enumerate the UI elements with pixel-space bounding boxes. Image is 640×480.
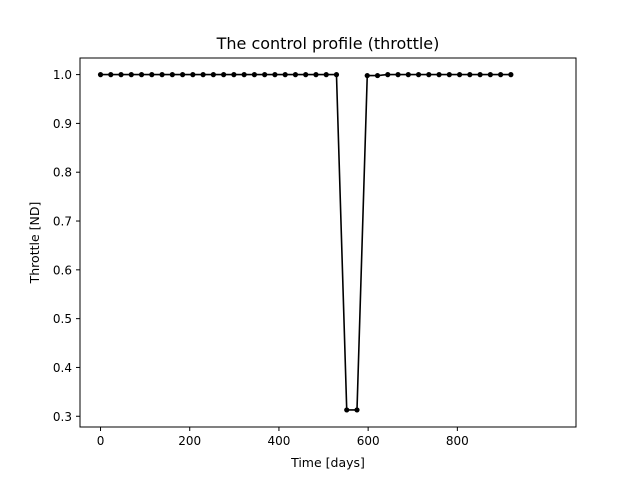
data-point (179, 72, 186, 78)
data-point (303, 72, 309, 78)
data-point (159, 72, 165, 78)
data-point (231, 72, 237, 78)
series-line (100, 73, 511, 411)
data-point (149, 72, 155, 78)
data-point (169, 72, 175, 78)
data-point (385, 72, 391, 78)
data-point (426, 72, 432, 78)
data-point (190, 72, 196, 78)
y-tick-label: 0.4 (53, 361, 72, 375)
x-tick-label: 200 (178, 434, 201, 448)
y-tick-label: 0.5 (53, 312, 72, 326)
data-point (251, 72, 257, 78)
data-point (272, 72, 278, 78)
y-tick-label: 0.6 (53, 263, 72, 277)
data-point (200, 72, 206, 78)
data-point (498, 72, 504, 78)
x-tick-label: 600 (357, 434, 380, 448)
data-point (344, 407, 350, 413)
y-tick-label: 0.7 (53, 215, 72, 229)
x-axis-label: Time [days] (290, 455, 365, 470)
data-point (118, 72, 124, 78)
y-tick-label: 0.9 (53, 117, 72, 131)
y-tick-label: 0.8 (53, 166, 72, 180)
data-point (262, 72, 268, 78)
data-point (138, 72, 145, 78)
data-point (456, 72, 463, 78)
y-axis-ticks: 0.3 0.4 0.5 0.6 0.7 0.8 0.9 1.0 (53, 68, 80, 424)
data-point (467, 72, 473, 78)
data-point (313, 72, 319, 78)
data-point (210, 72, 216, 78)
data-point (323, 72, 329, 78)
data-point (292, 72, 299, 78)
data-point (108, 72, 114, 78)
data-point (477, 72, 483, 78)
y-axis-label: Throttle [ND] (27, 202, 42, 285)
data-point (97, 72, 104, 78)
data-point (128, 72, 134, 78)
data-point (415, 72, 422, 78)
x-tick-label: 400 (267, 434, 290, 448)
data-point (374, 72, 381, 79)
axes-frame (79, 57, 577, 428)
chart-title: The control profile (throttle) (216, 34, 440, 53)
data-point (354, 407, 360, 413)
data-point (395, 72, 401, 78)
y-tick-label: 1.0 (53, 68, 72, 82)
x-tick-label: 0 (97, 434, 105, 448)
data-point (333, 72, 340, 78)
data-point (446, 72, 452, 78)
data-point (221, 72, 227, 78)
data-point (282, 72, 288, 78)
y-tick-label: 0.3 (53, 410, 72, 424)
plot-area (97, 72, 514, 413)
x-axis-ticks: 0 200 400 600 800 (97, 427, 469, 448)
x-tick-label: 800 (446, 434, 469, 448)
data-point (508, 72, 514, 78)
data-point (436, 72, 442, 78)
data-point (241, 72, 247, 78)
data-point (364, 72, 370, 79)
data-point (405, 72, 411, 78)
data-point (487, 72, 493, 78)
